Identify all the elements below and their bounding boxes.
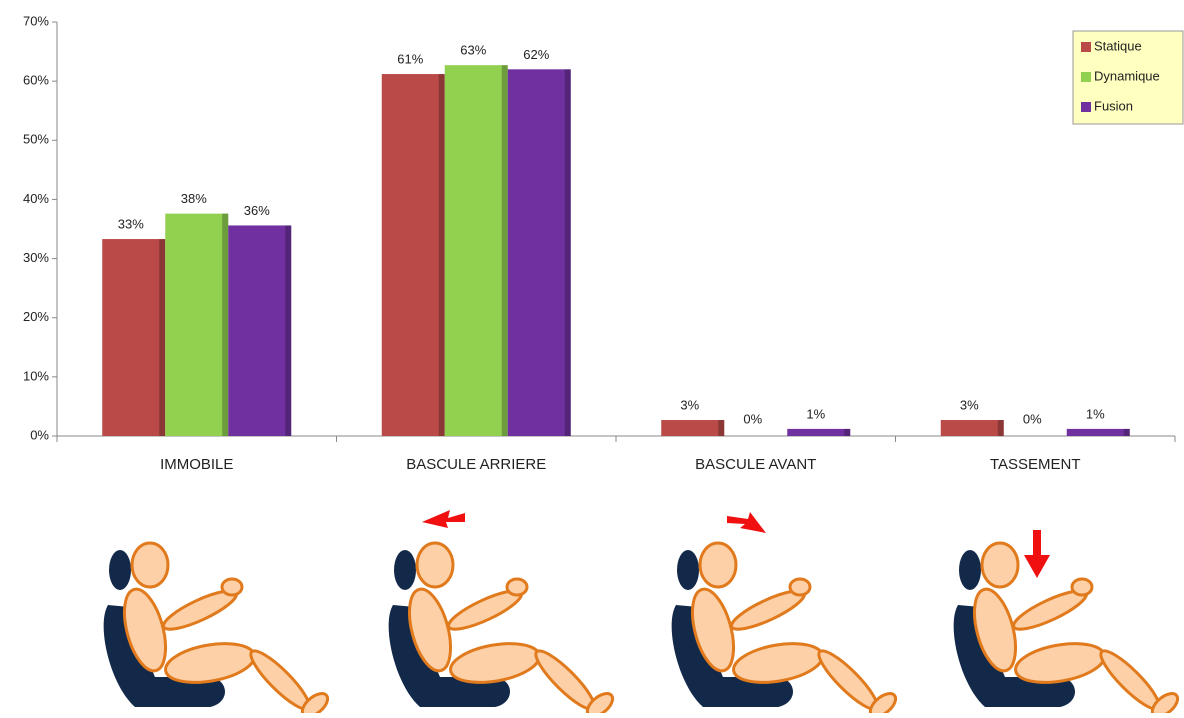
data-label: 61% [397, 51, 423, 66]
y-tick-label: 50% [23, 132, 49, 147]
bar [940, 420, 1004, 436]
arrow-back [422, 510, 465, 528]
y-tick-label: 70% [23, 13, 49, 28]
x-tick-label: BASCULE AVANT [695, 456, 816, 473]
data-label: 33% [118, 216, 144, 231]
bar-shade [222, 213, 229, 436]
data-label: 1% [806, 406, 825, 421]
x-tick-label: TASSEMENT [990, 456, 1081, 473]
data-label: 1% [1086, 406, 1105, 421]
illustration [670, 541, 898, 715]
bar [381, 74, 445, 436]
x-tick-label: IMMOBILE [160, 456, 233, 473]
bar-shade [844, 428, 851, 436]
bar [165, 213, 229, 436]
illustration [387, 541, 615, 715]
y-tick-label: 60% [23, 73, 49, 88]
y-tick-label: 0% [30, 427, 49, 442]
bar-shade [997, 420, 1004, 436]
legend-label: Dynamique [1094, 68, 1160, 83]
illustration [102, 541, 330, 715]
data-label: 0% [1023, 411, 1042, 426]
bar [1066, 428, 1130, 436]
data-label: 36% [244, 203, 270, 218]
legend-swatch [1081, 102, 1091, 112]
bar-shade [718, 420, 725, 436]
data-label: 63% [460, 43, 486, 58]
x-tick-label: BASCULE ARRIERE [406, 456, 546, 473]
y-tick-label: 30% [23, 250, 49, 265]
bar-shade [438, 74, 445, 436]
y-tick-label: 20% [23, 309, 49, 324]
data-label: 3% [960, 397, 979, 412]
data-label: 62% [523, 47, 549, 62]
bar-shade [159, 239, 166, 436]
legend-box [1072, 30, 1184, 125]
y-tick-label: 40% [23, 191, 49, 206]
legend-label: Statique [1094, 38, 1142, 53]
legend-swatch [1081, 42, 1091, 52]
bar-shade [285, 225, 292, 436]
bar [444, 65, 508, 436]
legend-label: Fusion [1094, 98, 1133, 113]
bar-shade [1123, 428, 1130, 436]
bar [787, 428, 851, 436]
arrow-forward [727, 512, 766, 533]
arrow-down [1024, 530, 1050, 578]
bar [228, 225, 292, 436]
legend-swatch [1081, 72, 1091, 82]
bar [507, 69, 571, 437]
illustration [952, 541, 1180, 715]
data-label: 0% [743, 411, 762, 426]
bar-shade [501, 65, 508, 436]
bar [102, 239, 166, 436]
bar-shade [564, 69, 571, 437]
data-label: 38% [181, 191, 207, 206]
bar [661, 420, 725, 436]
y-tick-label: 10% [23, 368, 49, 383]
data-label: 3% [680, 397, 699, 412]
